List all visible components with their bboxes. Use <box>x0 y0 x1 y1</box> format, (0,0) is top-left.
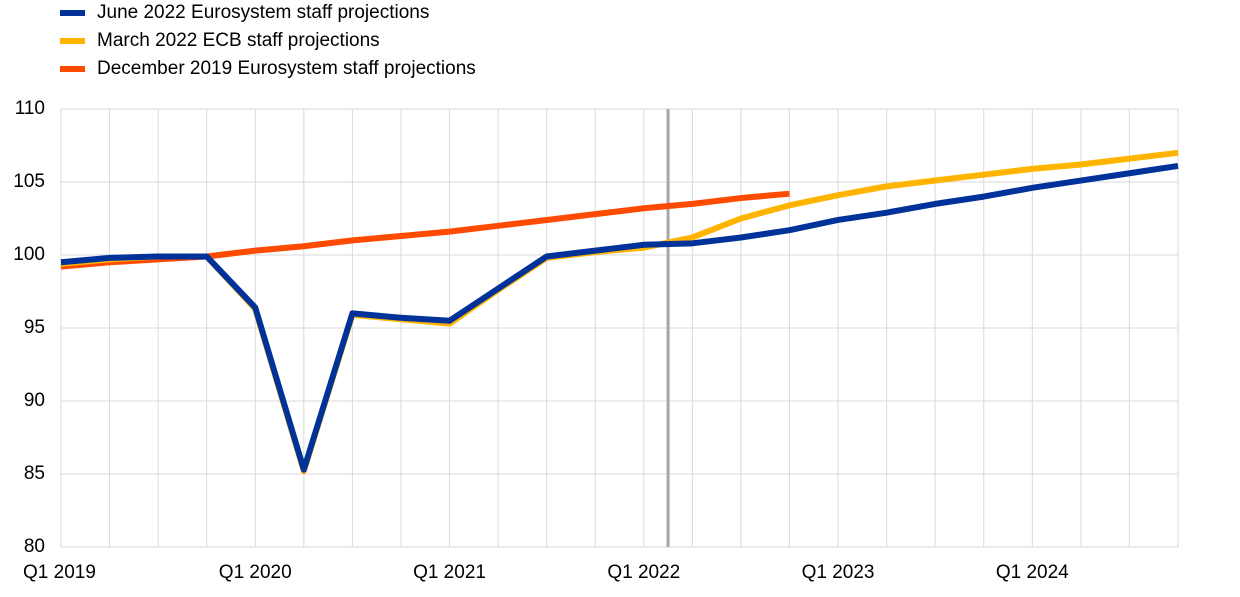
y-tick-label: 90 <box>24 390 45 411</box>
series-line <box>60 149 1179 475</box>
series-line <box>60 162 1179 473</box>
x-tick-label: Q1 2023 <box>802 562 875 583</box>
x-tick-label: Q1 2021 <box>413 562 486 583</box>
x-tick-label: Q1 2019 <box>23 562 96 583</box>
x-tick-label: Q1 2024 <box>996 562 1069 583</box>
y-tick-label: 105 <box>13 171 45 192</box>
y-tick-label: 95 <box>24 317 45 338</box>
y-tick-label: 100 <box>13 244 45 265</box>
legend-label: March 2022 ECB staff projections <box>97 30 380 51</box>
legend-label: June 2022 Eurosystem staff projections <box>97 2 429 23</box>
y-tick-label: 80 <box>24 536 45 557</box>
x-tick-label: Q1 2020 <box>219 562 292 583</box>
legend-label: December 2019 Eurosystem staff projectio… <box>97 58 476 79</box>
x-tick-label: Q1 2022 <box>607 562 680 583</box>
y-tick-label: 110 <box>15 98 45 119</box>
y-tick-label: 85 <box>24 463 45 484</box>
